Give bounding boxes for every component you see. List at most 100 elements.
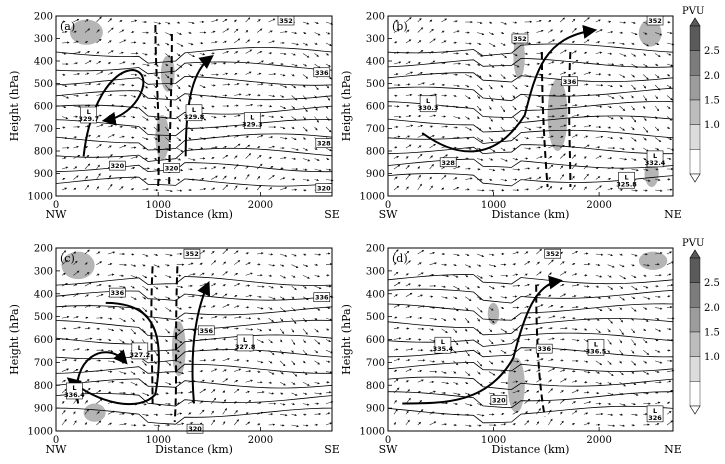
colorbar-segment <box>689 99 701 125</box>
wind-vector <box>302 392 308 395</box>
wind-vector <box>245 103 254 107</box>
wind-vector <box>453 186 460 191</box>
wind-vector <box>107 306 116 310</box>
wind-vector <box>107 115 112 118</box>
wind-vector <box>405 419 410 426</box>
wind-vector <box>500 147 506 151</box>
isentrope-line <box>387 391 674 409</box>
svg-text:336: 336 <box>111 289 125 297</box>
wind-vector <box>476 147 482 150</box>
wind-vector <box>631 189 638 192</box>
wind-vector <box>188 84 191 88</box>
wind-vector <box>536 358 544 362</box>
wind-vector <box>61 105 67 108</box>
svg-text:L: L <box>250 114 254 122</box>
wind-vector <box>441 30 445 33</box>
wind-vector <box>279 296 285 300</box>
wind-vector <box>291 285 297 291</box>
wind-vector <box>595 29 603 33</box>
wind-vector <box>153 42 160 46</box>
wind-vector <box>595 146 601 149</box>
wind-vector <box>666 284 674 287</box>
y-tick-label: 1000 <box>28 192 53 203</box>
svg-text:329.3: 329.3 <box>242 121 263 129</box>
wind-vector <box>222 72 229 75</box>
wind-vector <box>512 251 519 255</box>
wind-vector <box>607 136 614 140</box>
wind-vector <box>199 370 204 373</box>
svg-text:L: L <box>624 173 628 181</box>
wind-vector <box>524 251 529 255</box>
wind-vector <box>666 53 672 56</box>
wind-vector <box>654 95 658 100</box>
wind-vector <box>233 388 240 394</box>
wind-vector <box>314 147 318 150</box>
colorbar-tick: 2.0 <box>704 303 720 314</box>
wind-vector <box>631 307 637 312</box>
wind-vector <box>96 411 100 415</box>
wind-vector <box>560 378 567 383</box>
wind-vector <box>560 316 566 319</box>
x-tick-label: 2000 <box>586 200 611 211</box>
wind-vector <box>142 413 149 417</box>
wind-vector <box>107 134 115 138</box>
wind-vector <box>279 381 286 386</box>
wind-vector <box>429 93 438 96</box>
wind-vector <box>96 390 102 394</box>
wind-vector <box>405 348 414 351</box>
wind-vector <box>643 264 650 267</box>
wind-vector <box>325 412 331 415</box>
wind-vector <box>188 273 196 276</box>
wind-vector <box>211 368 218 372</box>
wind-vector <box>188 63 193 67</box>
wind-vector <box>666 116 673 121</box>
wind-vector <box>325 262 333 266</box>
wind-vector <box>257 317 261 320</box>
wind-vector <box>222 378 229 383</box>
wind-vector <box>631 105 635 111</box>
wind-vector <box>153 317 159 324</box>
wind-vector <box>188 412 192 415</box>
svg-text:L: L <box>594 341 598 349</box>
wind-vector <box>325 63 331 67</box>
dashed-line <box>150 266 154 404</box>
left-direction-label: SW <box>379 443 399 456</box>
wind-vector <box>256 155 262 159</box>
wind-vector <box>142 317 145 321</box>
wind-vector <box>643 274 647 277</box>
wind-vector <box>417 134 425 138</box>
wind-vector <box>119 39 127 44</box>
wind-vector <box>256 163 263 170</box>
wind-vector <box>291 147 299 151</box>
wind-vector <box>291 105 296 110</box>
contour-label: 336 <box>109 287 126 298</box>
wind-vector <box>465 105 469 109</box>
wind-vector <box>119 371 127 375</box>
wind-vector <box>465 188 470 191</box>
svg-text:L: L <box>653 407 657 415</box>
wind-vector <box>325 252 331 255</box>
wind-vector <box>393 294 398 297</box>
wind-vector <box>512 168 521 171</box>
wind-vector <box>302 317 307 323</box>
wind-vector <box>153 264 160 268</box>
wind-vector <box>325 157 330 161</box>
wind-vector <box>314 53 319 57</box>
wind-vector <box>429 390 436 394</box>
circulation-arrow <box>184 54 214 157</box>
wind-vector <box>524 167 531 170</box>
wind-vector <box>211 175 218 180</box>
wind-vector <box>512 74 517 78</box>
wind-vector <box>393 337 402 340</box>
wind-vector <box>256 146 261 149</box>
wind-vector <box>314 32 321 36</box>
pv-shading <box>487 302 500 325</box>
wind-vector <box>512 84 518 90</box>
wind-vector <box>583 252 589 255</box>
wind-vector <box>417 294 424 298</box>
dashed-line <box>154 24 160 188</box>
wind-vector <box>119 29 125 33</box>
wind-vector <box>268 94 276 98</box>
wind-vector <box>655 263 660 266</box>
wind-vector <box>211 146 218 149</box>
